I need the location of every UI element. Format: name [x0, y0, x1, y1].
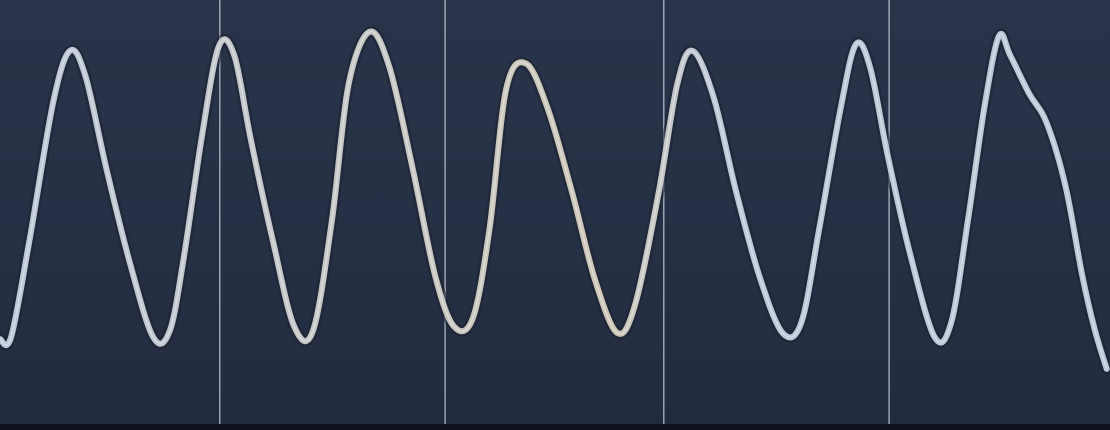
waveform-traces [0, 26, 1110, 375]
waveform-trace-1 [0, 28, 1110, 372]
waveform-trace-highlight-1 [0, 30, 1108, 370]
waveform-trace-shadow-1 [0, 26, 1110, 375]
vertical-gridlines [219, 0, 890, 424]
bottom-frame-edge [0, 424, 1110, 430]
